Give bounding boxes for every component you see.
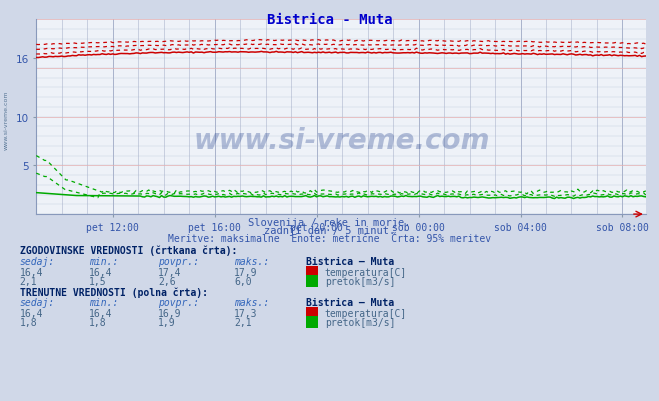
Text: maks.:: maks.: (234, 257, 269, 266)
Text: 16,9: 16,9 (158, 308, 182, 318)
Text: 6,0: 6,0 (234, 277, 252, 286)
Text: povpr.:: povpr.: (158, 257, 199, 266)
Text: Bistrica – Muta: Bistrica – Muta (306, 257, 395, 266)
Text: zadnji dan / 5 minut.: zadnji dan / 5 minut. (264, 226, 395, 235)
Text: sedaj:: sedaj: (20, 257, 55, 266)
Text: Meritve: maksimalne  Enote: metrične  Črta: 95% meritev: Meritve: maksimalne Enote: metrične Črta… (168, 234, 491, 243)
Text: temperatura[C]: temperatura[C] (325, 267, 407, 277)
Text: maks.:: maks.: (234, 298, 269, 307)
Text: min.:: min.: (89, 298, 119, 307)
Text: Slovenija / reke in morje.: Slovenija / reke in morje. (248, 218, 411, 227)
Text: 16,4: 16,4 (20, 308, 43, 318)
Text: ZGODOVINSKE VREDNOSTI (črtkana črta):: ZGODOVINSKE VREDNOSTI (črtkana črta): (20, 245, 237, 256)
Text: 2,1: 2,1 (20, 277, 38, 286)
Text: 1,8: 1,8 (20, 318, 38, 327)
Text: www.si-vreme.com: www.si-vreme.com (4, 91, 9, 150)
Text: 16,4: 16,4 (89, 267, 113, 277)
Text: 16,4: 16,4 (89, 308, 113, 318)
Text: povpr.:: povpr.: (158, 298, 199, 307)
Text: pretok[m3/s]: pretok[m3/s] (325, 318, 395, 327)
Text: min.:: min.: (89, 257, 119, 266)
Text: Bistrica – Muta: Bistrica – Muta (306, 298, 395, 307)
Text: sedaj:: sedaj: (20, 298, 55, 307)
Text: 17,9: 17,9 (234, 267, 258, 277)
Text: 1,5: 1,5 (89, 277, 107, 286)
Text: temperatura[C]: temperatura[C] (325, 308, 407, 318)
Text: TRENUTNE VREDNOSTI (polna črta):: TRENUTNE VREDNOSTI (polna črta): (20, 287, 208, 297)
Text: 1,8: 1,8 (89, 318, 107, 327)
Text: 17,4: 17,4 (158, 267, 182, 277)
Text: pretok[m3/s]: pretok[m3/s] (325, 277, 395, 286)
Text: 2,1: 2,1 (234, 318, 252, 327)
Text: Bistrica - Muta: Bistrica - Muta (267, 13, 392, 27)
Text: 1,9: 1,9 (158, 318, 176, 327)
Text: 16,4: 16,4 (20, 267, 43, 277)
Text: www.si-vreme.com: www.si-vreme.com (193, 126, 490, 154)
Text: 17,3: 17,3 (234, 308, 258, 318)
Text: 2,6: 2,6 (158, 277, 176, 286)
